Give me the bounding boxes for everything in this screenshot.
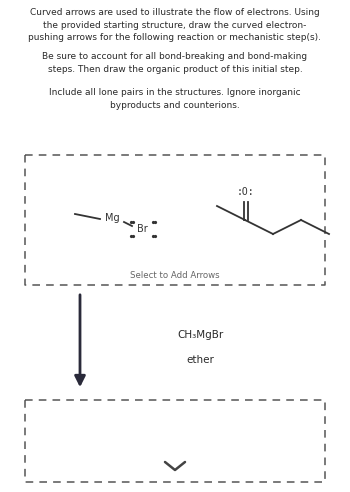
Text: ether: ether — [186, 355, 214, 365]
Text: Mg: Mg — [105, 213, 119, 223]
Text: :O:: :O: — [236, 187, 254, 197]
Text: CH₃MgBr: CH₃MgBr — [177, 330, 223, 340]
Text: Br: Br — [136, 224, 147, 234]
Text: Select to Add Arrows: Select to Add Arrows — [130, 271, 220, 279]
Text: Include all lone pairs in the structures. Ignore inorganic
byproducts and counte: Include all lone pairs in the structures… — [49, 88, 301, 110]
Text: Be sure to account for all bond-breaking and bond-making
steps. Then draw the or: Be sure to account for all bond-breaking… — [42, 52, 308, 73]
Text: Curved arrows are used to illustrate the flow of electrons. Using
the provided s: Curved arrows are used to illustrate the… — [28, 8, 322, 42]
